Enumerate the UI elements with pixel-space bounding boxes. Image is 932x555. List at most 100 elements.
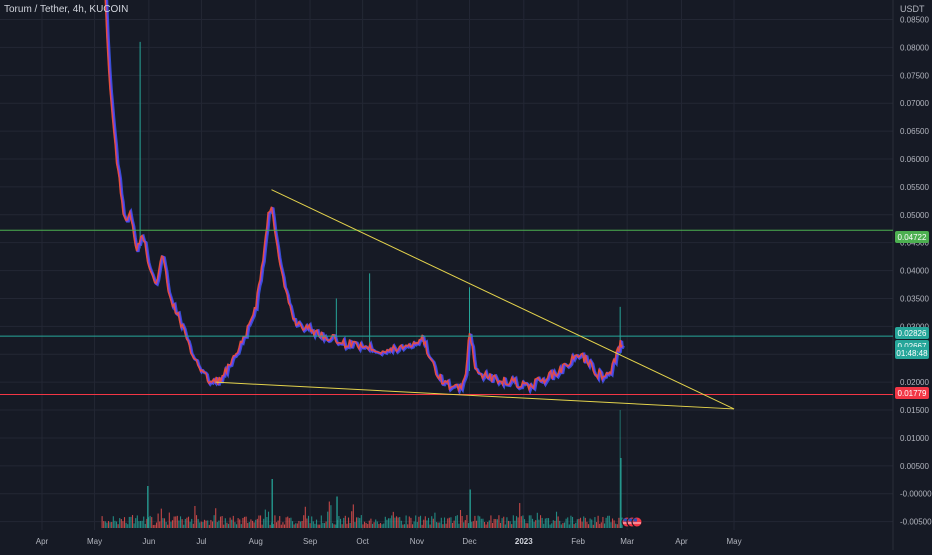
price-label-text: 0.02667 [898,342,927,351]
volume-bar [391,515,393,528]
volume-bar [103,521,105,528]
volume-bar [173,516,175,528]
volume-bar [128,516,130,528]
volume-bar [199,522,201,528]
flag-canton [628,518,632,522]
volume-bar [210,519,212,528]
volume-bar [146,518,148,528]
volume-bar [485,524,487,528]
volume-bar [325,521,327,528]
volume-bar [519,503,521,528]
volume-bar [491,523,494,528]
volume-bar [250,519,252,528]
volume-bar [503,516,505,528]
volume-bar [304,506,306,528]
volume-bar [117,524,119,528]
volume-bar [418,516,420,528]
volume-bar [227,523,230,528]
volume-bar [203,519,206,528]
y-tick-label: 0.00500 [900,462,929,471]
volume-bar [194,505,196,528]
flag-us-icon[interactable] [631,516,643,528]
volume-bar [411,524,414,528]
volume-bar [405,515,407,528]
volume-bar [416,521,418,528]
volume-bar [239,519,241,528]
volume-bar [296,523,298,528]
time-axis[interactable]: Apr May Jun Jul Aug Sep Oct Nov Dec 2023 Feb Mar Apr… [36,537,742,546]
volume-bar [536,512,538,528]
volume-bar [515,516,518,528]
volume-bar [309,523,311,528]
volume-bar [459,510,462,528]
x-tick-label: Nov [410,537,424,546]
volume-bar [359,518,361,528]
volume-bar [455,516,457,528]
volume-bar [167,524,169,528]
volume-bar [154,524,156,528]
x-tick-label: May [726,537,741,546]
trendline-upper[interactable] [271,189,735,410]
volume-bar [303,515,305,528]
volume-bar [447,518,449,528]
volume-bar [443,517,446,528]
volume-bar [320,515,322,528]
volume-bar [570,515,572,528]
event-marker-layer[interactable] [621,516,643,528]
x-tick-label: Sep [303,537,318,546]
price-axis[interactable]: 0.08500 0.08000 0.07500 0.07000 0.06500 0.060… [900,16,932,527]
volume-bar [130,516,132,528]
volume-bar [144,523,146,528]
volume-bar [330,505,332,528]
y-tick-label: 0.04000 [900,267,929,276]
volume-bar [123,517,126,528]
volume-bar [400,520,402,528]
volume-bar [328,501,330,528]
trendline-lower[interactable] [215,381,735,410]
volume-bar [315,519,318,528]
x-tick-label: Oct [356,537,369,546]
y-tick-label: -0.00500 [900,518,932,527]
x-tick-label: May [87,537,102,546]
spike-layer [139,41,621,371]
volume-bar [383,523,385,528]
volume-bar [143,516,145,528]
price-label-text: 0.04722 [898,233,927,242]
x-tick-label: Aug [249,537,263,546]
y-tick-label: 0.03500 [900,294,929,303]
symbol-title[interactable]: Torum / Tether, 4h, KUCOIN [4,4,129,15]
x-tick-label: Jun [142,537,155,546]
volume-bar [205,520,207,528]
volume-bar [581,521,583,528]
volume-bar [338,516,340,528]
volume-bar [248,522,250,528]
volume-bar [351,511,353,528]
volume-bar [160,508,162,528]
volume-bar [448,517,450,528]
volume-bar [355,517,358,528]
volume-bar [322,523,324,528]
annotation-layer[interactable] [0,189,893,410]
volume-bar [104,521,106,528]
volume-bar [381,524,383,528]
volume-bar [563,522,566,528]
volume-bar [403,524,406,528]
volume-bar [477,515,479,528]
volume-bar [467,523,470,528]
price-label-text: 0.01779 [898,389,927,398]
volume-bar [283,524,286,528]
volume-bar [370,518,372,528]
volume-bar [341,524,343,528]
volume-bar [240,524,242,528]
volume-bar [530,515,532,528]
volume-bar [269,524,271,528]
volume-bar [327,511,329,528]
y-tick-label: 0.06500 [900,127,929,136]
volume-bar [407,524,409,528]
volume-bar [421,524,423,528]
volume-bar [255,519,257,528]
volume-bar [603,523,606,528]
volume-bar [285,517,287,528]
